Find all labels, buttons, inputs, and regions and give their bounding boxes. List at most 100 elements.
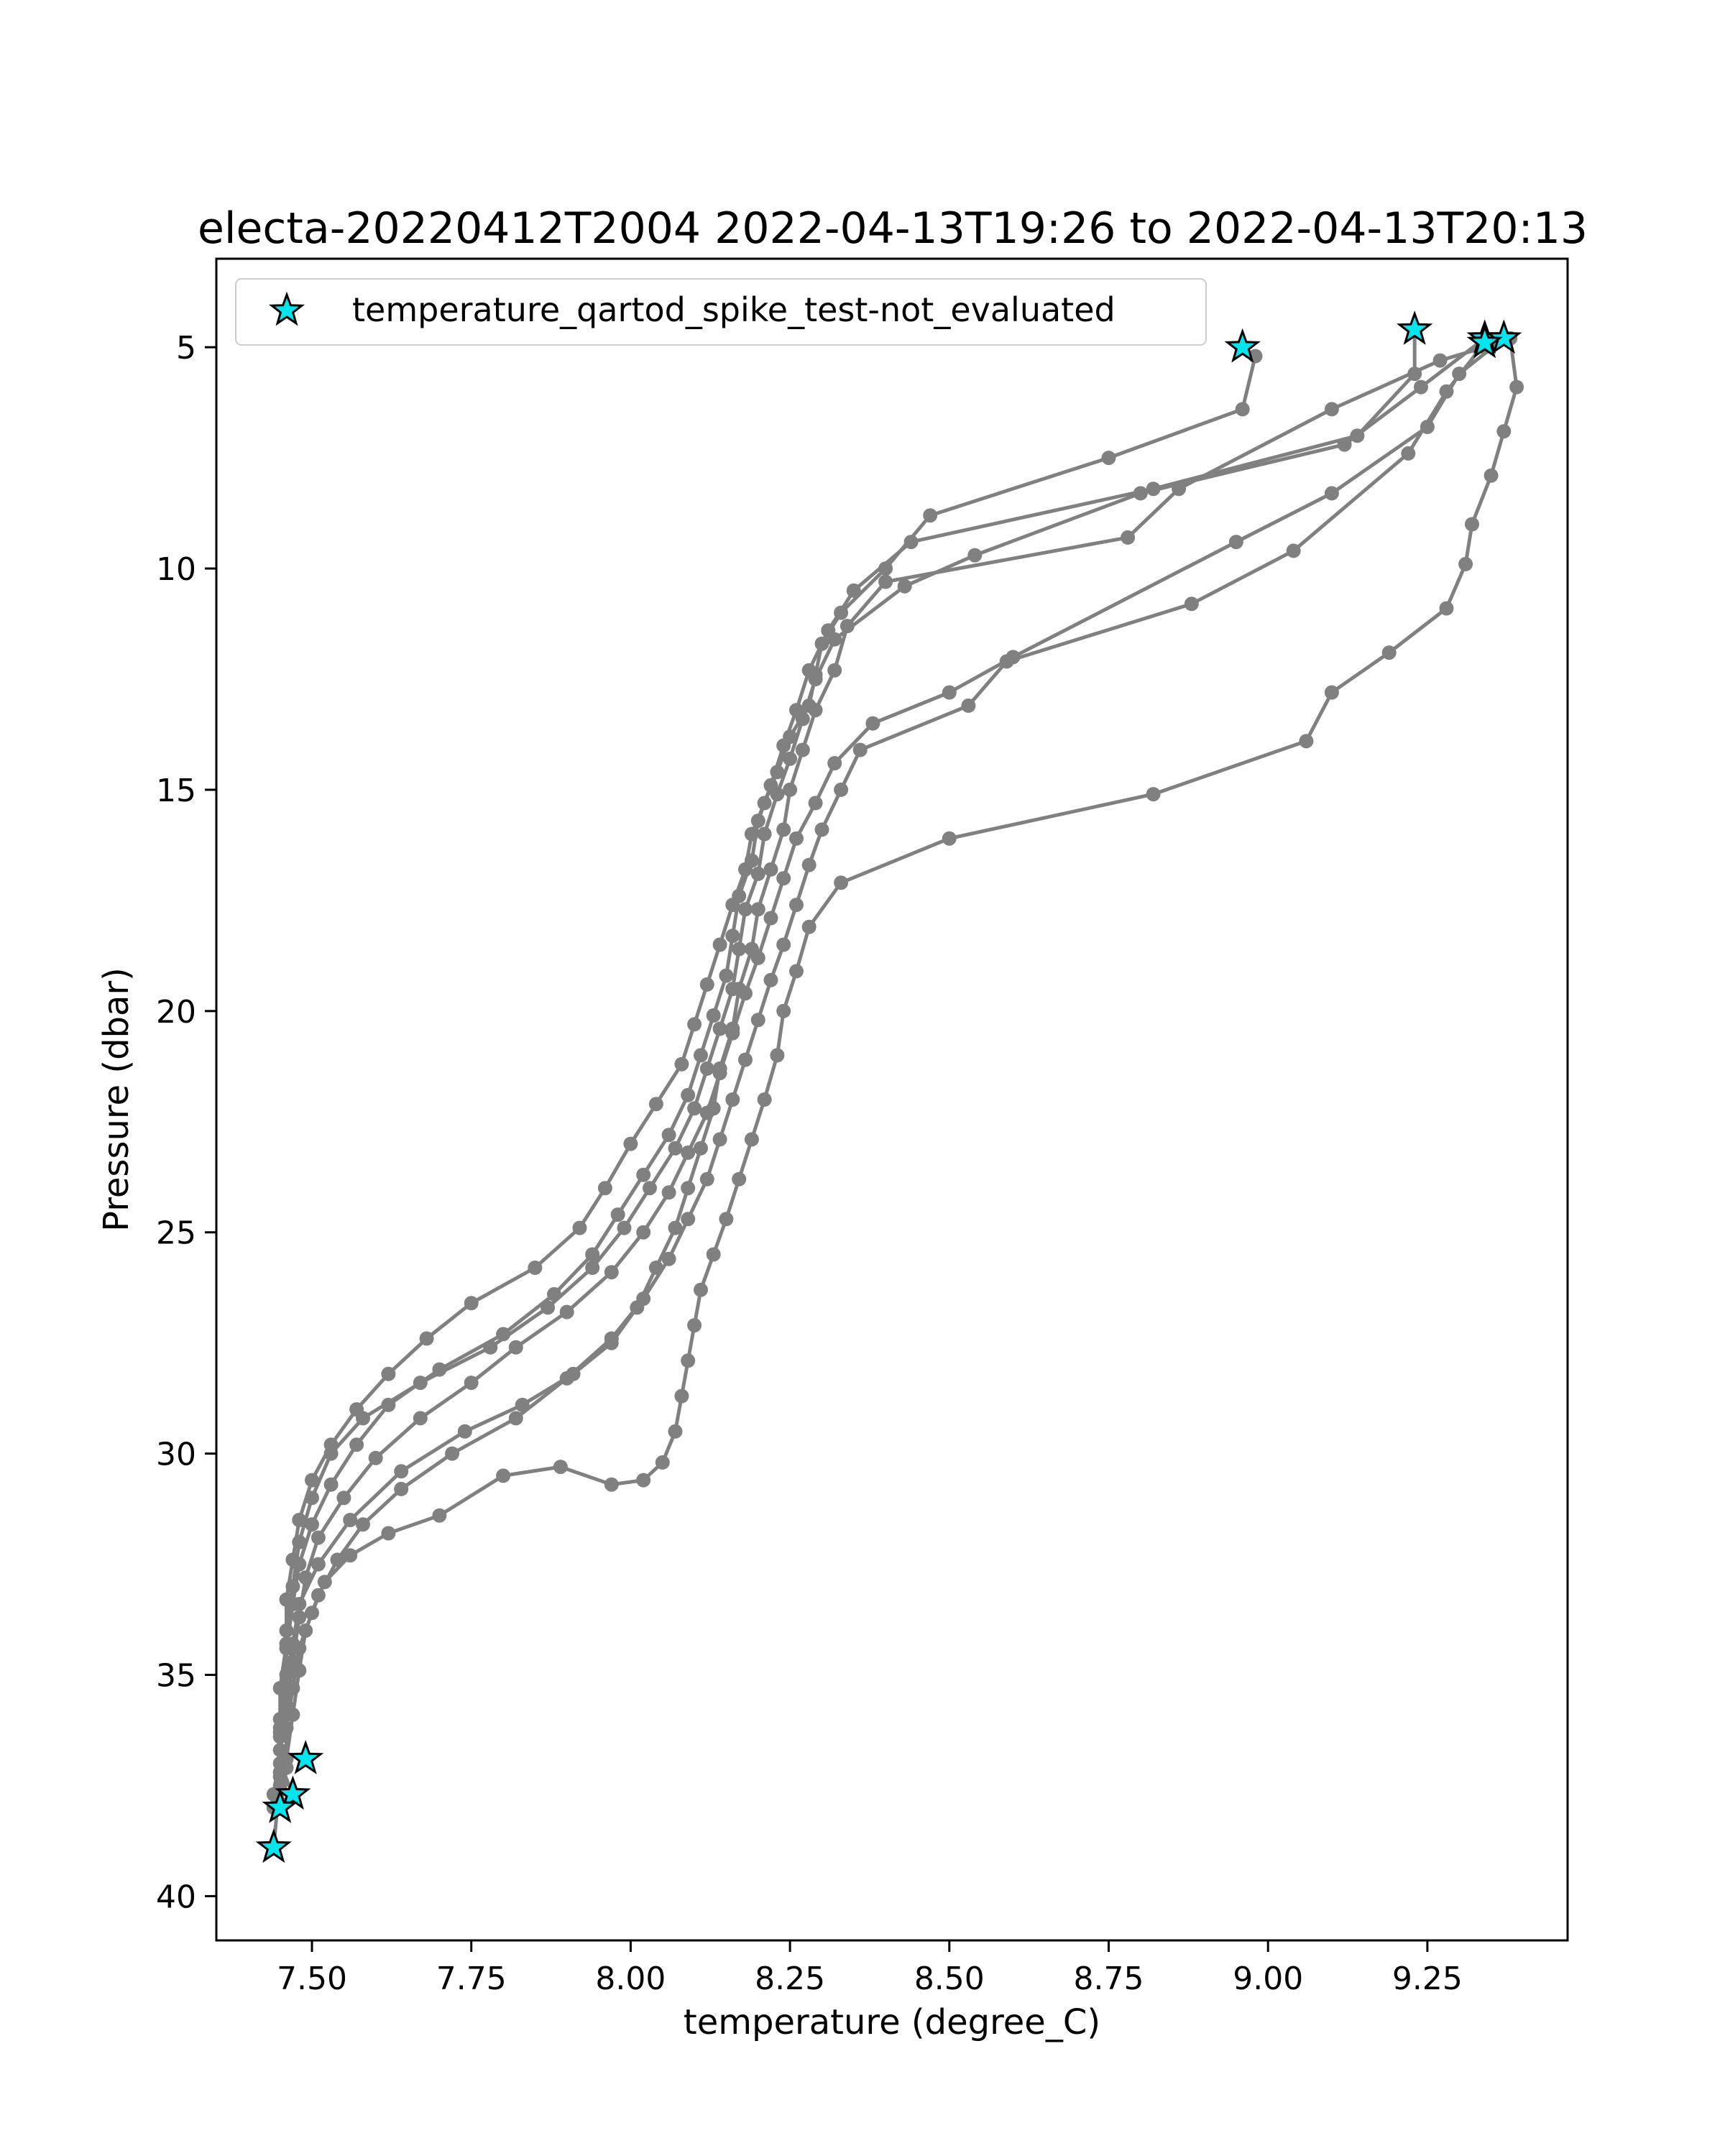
- y-tick-label: 30: [156, 1437, 196, 1473]
- data-point: [1414, 379, 1428, 395]
- data-point: [750, 902, 765, 917]
- data-point: [719, 1212, 734, 1227]
- data-point: [757, 826, 772, 842]
- data-point: [604, 1335, 619, 1350]
- flagged-star-marker: [275, 1775, 311, 1810]
- legend-label: temperature_qartod_spike_test-not_evalua…: [352, 290, 1116, 329]
- data-point: [661, 1128, 676, 1143]
- data-point: [292, 1597, 307, 1611]
- data-point: [1509, 379, 1524, 395]
- y-axis-label: Pressure (dbar): [96, 967, 137, 1232]
- data-point: [808, 672, 823, 686]
- x-tick-label: 8.50: [914, 1961, 985, 1997]
- data-point: [827, 632, 842, 647]
- legend-box: [235, 278, 1207, 346]
- profile-line: [272, 336, 1505, 1795]
- data-point: [942, 685, 957, 700]
- data-point: [1324, 486, 1339, 501]
- data-point: [681, 1212, 696, 1227]
- data-point: [668, 1220, 683, 1235]
- x-tick-label: 7.50: [277, 1961, 347, 1997]
- data-point: [1420, 420, 1435, 434]
- data-point: [763, 911, 778, 926]
- data-point: [349, 1437, 364, 1452]
- data-point: [566, 1366, 581, 1381]
- x-tick-label: 9.25: [1392, 1961, 1463, 1997]
- data-point: [801, 919, 816, 934]
- data-point: [623, 1136, 638, 1151]
- data-point: [305, 1473, 319, 1488]
- data-point: [1286, 543, 1301, 558]
- data-point: [706, 1008, 721, 1023]
- data-point: [585, 1247, 600, 1262]
- data-point: [776, 871, 791, 886]
- data-point: [604, 1477, 619, 1492]
- data-point: [878, 574, 893, 589]
- data-point: [1458, 556, 1473, 571]
- data-point: [923, 508, 938, 523]
- data-point: [732, 888, 747, 903]
- data-point: [648, 1261, 663, 1275]
- data-point: [834, 782, 849, 797]
- data-point: [719, 968, 734, 983]
- data-point: [323, 1477, 339, 1492]
- legend-star-icon: [268, 291, 305, 326]
- data-point: [515, 1397, 530, 1412]
- data-point: [789, 898, 804, 913]
- profile-4: [272, 336, 1492, 1811]
- data-point: [840, 619, 855, 634]
- data-point: [770, 1048, 785, 1063]
- data-point: [1006, 650, 1021, 665]
- x-tick-label: 8.25: [755, 1961, 825, 1997]
- data-point: [585, 1261, 600, 1275]
- data-point: [636, 1167, 651, 1182]
- data-point: [763, 972, 778, 987]
- data-point: [732, 1171, 747, 1187]
- data-point: [617, 1220, 632, 1235]
- data-point: [789, 964, 804, 979]
- data-point: [336, 1491, 351, 1506]
- flagged-star-marker: [1396, 310, 1433, 345]
- data-point: [1101, 451, 1116, 466]
- data-point: [553, 1460, 568, 1475]
- data-point: [394, 1464, 409, 1479]
- data-point: [699, 977, 714, 992]
- data-point: [1465, 517, 1479, 532]
- y-tick-label: 10: [156, 551, 196, 588]
- data-point: [317, 1575, 332, 1590]
- data-point: [661, 1185, 676, 1200]
- data-point: [1496, 424, 1512, 439]
- plot-area: [255, 310, 1524, 1864]
- data-point: [1484, 468, 1499, 483]
- data-point: [750, 814, 765, 829]
- data-point: [846, 583, 861, 598]
- data-point: [1324, 402, 1339, 417]
- legend-star-marker: [268, 291, 305, 326]
- profile-3: [272, 331, 1492, 1802]
- data-point: [681, 1087, 696, 1102]
- data-point: [750, 1013, 765, 1028]
- data-point: [967, 548, 983, 563]
- data-point: [496, 1468, 511, 1483]
- data-point: [744, 941, 759, 957]
- data-point: [413, 1411, 428, 1426]
- data-point: [789, 831, 804, 846]
- data-point: [356, 1411, 370, 1426]
- data-point: [776, 738, 791, 753]
- profile-line: [272, 329, 1417, 1808]
- data-point: [750, 866, 765, 881]
- data-point: [942, 831, 957, 846]
- data-point: [381, 1366, 396, 1381]
- data-point: [694, 1048, 708, 1063]
- data-point: [285, 1579, 300, 1594]
- data-point: [655, 1455, 670, 1470]
- x-axis: 7.50 7.75 8.00 8.25 8.50 8.75 9.00 9.25: [277, 1940, 1463, 1997]
- data-point: [310, 1557, 326, 1572]
- data-point: [744, 853, 759, 868]
- data-point: [865, 716, 880, 731]
- data-point: [508, 1411, 523, 1426]
- x-axis-label: temperature (degree_C): [684, 2002, 1100, 2042]
- data-point: [687, 1101, 702, 1116]
- data-point: [1184, 596, 1199, 612]
